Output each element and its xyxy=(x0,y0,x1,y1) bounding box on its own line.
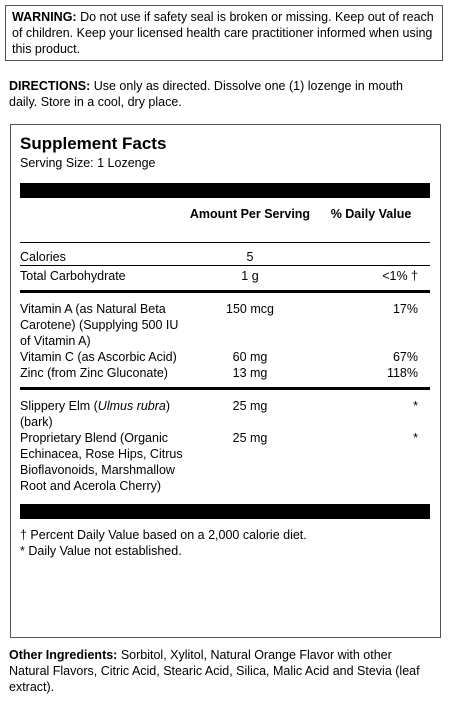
nutrient-name: Calories xyxy=(20,249,188,265)
name-part: Ulmus rubra xyxy=(97,399,166,413)
warning-text: Do not use if safety seal is broken or m… xyxy=(12,10,434,56)
nutrient-group: Calories 5 Total Carbohydrate 1 g <1% † xyxy=(20,242,430,290)
nutrient-group: Vitamin A (as Natural Beta Carotene) (Su… xyxy=(20,290,430,387)
other-label: Other Ingredients: xyxy=(9,648,118,662)
directions: DIRECTIONS: Use only as directed. Dissol… xyxy=(9,78,429,110)
daily-value: * xyxy=(413,399,418,413)
nutrient-row: Calories 5 xyxy=(20,249,430,265)
black-bar xyxy=(20,504,430,519)
nutrient-row: Proprietary Blend (Organic Echinacea, Ro… xyxy=(20,430,430,494)
name-part: Slippery Elm ( xyxy=(20,399,98,413)
name-part: Calories xyxy=(20,250,66,264)
name-part: Vitamin C (as Ascorbic Acid) xyxy=(20,350,177,364)
warning: WARNING: Do not use if safety seal is br… xyxy=(5,5,443,61)
nutrient-group: Slippery Elm (Ulmus rubra) (bark) 25 mg * P… xyxy=(20,387,430,500)
nutrient-name: Slippery Elm (Ulmus rubra) (bark) xyxy=(20,398,188,430)
daily-value xyxy=(312,249,430,265)
footnote: * Daily Value not established. xyxy=(20,544,182,558)
column-header: Amount Per Serving % Daily Value xyxy=(20,206,430,242)
nutrient-name: Total Carbohydrate xyxy=(20,268,188,284)
dv-header: % Daily Value xyxy=(330,207,412,221)
name-part: Total Carbohydrate xyxy=(20,269,126,283)
footnotes: † Percent Daily Value based on a 2,000 c… xyxy=(20,527,430,559)
nutrient-name: Proprietary Blend (Organic Echinacea, Ro… xyxy=(20,430,188,494)
other-ingredients: Other Ingredients: Sorbitol, Xylitol, Na… xyxy=(9,647,429,695)
amount: 1 g xyxy=(241,269,259,283)
amount: 13 mg xyxy=(232,366,268,380)
directions-label: DIRECTIONS: xyxy=(9,79,91,93)
directions-text: Use only as directed. Dissolve one (1) l… xyxy=(9,79,403,109)
nutrient-row: Zinc (from Zinc Gluconate) 13 mg 118% xyxy=(20,365,430,381)
daily-value: 118% xyxy=(386,366,418,380)
daily-value: <1% † xyxy=(382,269,418,283)
amount: 25 mg xyxy=(232,399,268,413)
amount: 60 mg xyxy=(232,350,268,364)
amount-header: Amount Per Serving xyxy=(189,207,311,221)
nutrient-row: Vitamin A (as Natural Beta Carotene) (Su… xyxy=(20,301,430,349)
nutrient-row: Total Carbohydrate 1 g <1% † xyxy=(20,265,430,284)
amount: 25 mg xyxy=(232,431,268,445)
daily-value: 17% xyxy=(392,302,418,316)
nutrient-name: Vitamin C (as Ascorbic Acid) xyxy=(20,349,188,365)
nutrient-groups: Calories 5 Total Carbohydrate 1 g <1% † Vitam… xyxy=(20,242,430,500)
daily-value: 67% xyxy=(392,350,418,364)
warning-label: WARNING: xyxy=(12,10,77,24)
amount: 150 mcg xyxy=(226,302,274,316)
name-part: ) (bark) xyxy=(20,399,171,429)
nutrient-row: Vitamin C (as Ascorbic Acid) 60 mg 67% xyxy=(20,349,430,365)
spacer xyxy=(20,206,188,242)
facts-title: Supplement Facts xyxy=(20,134,167,153)
other-text: Sorbitol, Xylitol, Natural Orange Flavor… xyxy=(9,648,420,694)
amount: 5 xyxy=(246,250,254,264)
footnote: † Percent Daily Value based on a 2,000 c… xyxy=(20,528,307,542)
nutrient-name: Vitamin A (as Natural Beta Carotene) (Su… xyxy=(20,301,188,349)
name-part: Zinc (from Zinc Gluconate) xyxy=(20,366,168,380)
name-part: Proprietary Blend (Organic Echinacea, Ro… xyxy=(20,431,183,493)
nutrient-row: Slippery Elm (Ulmus rubra) (bark) 25 mg * xyxy=(20,398,430,430)
black-bar xyxy=(20,183,430,198)
name-part: Vitamin A (as Natural Beta Carotene) (Su… xyxy=(20,302,179,348)
nutrient-name: Zinc (from Zinc Gluconate) xyxy=(20,365,188,381)
supplement-facts: Supplement Facts Serving Size: 1 Lozenge… xyxy=(10,124,441,638)
daily-value: * xyxy=(413,431,418,445)
serving-size: Serving Size: 1 Lozenge xyxy=(20,156,156,170)
